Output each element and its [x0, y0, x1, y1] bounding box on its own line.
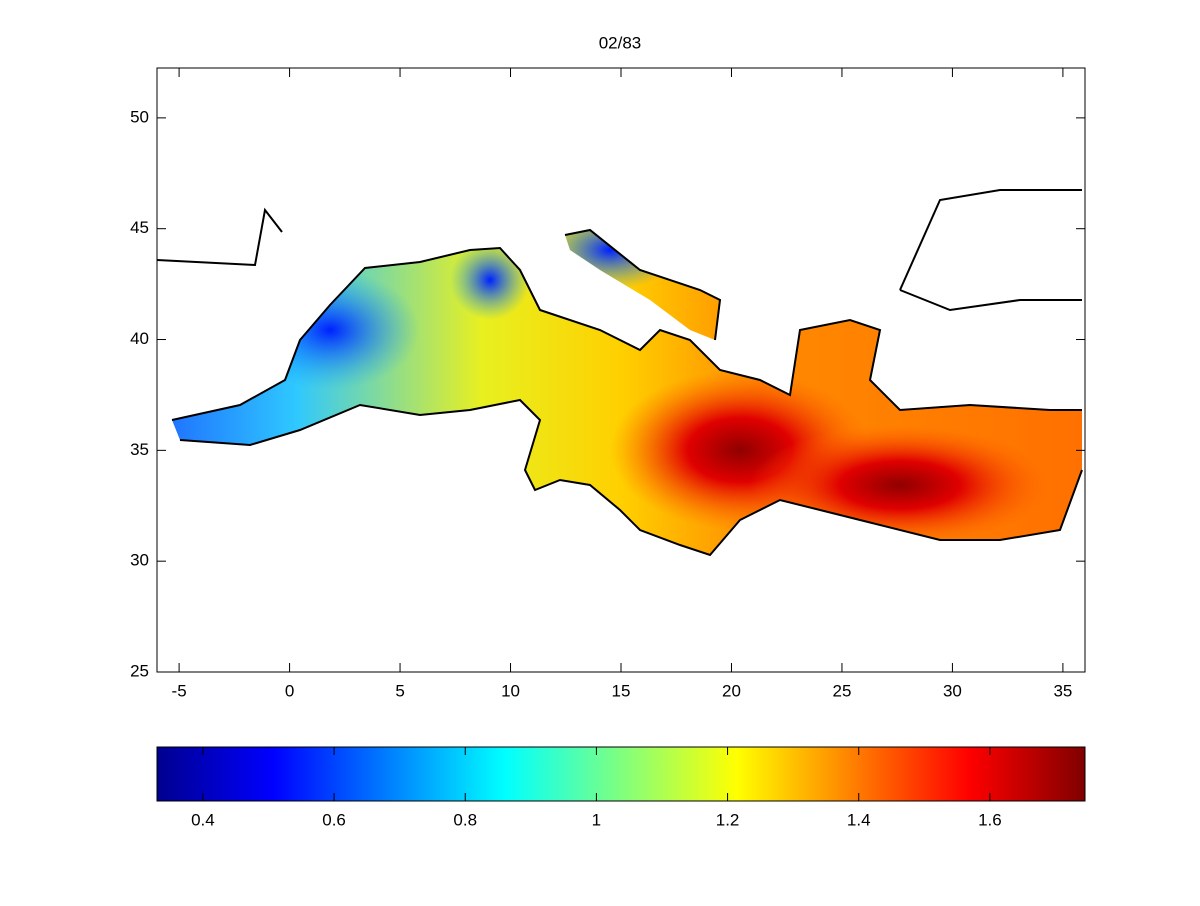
y-tick-label: 35: [130, 440, 149, 459]
colorbar-tick-label: 1: [592, 810, 601, 829]
y-tick-label: 30: [130, 551, 149, 570]
colorbar-tick-label: 0.6: [322, 810, 346, 829]
x-tick-label: 35: [1053, 681, 1072, 700]
colorbar-tick-label: 0.8: [453, 810, 477, 829]
colorbar-tick-label: 1.4: [847, 810, 871, 829]
sea-field: [172, 230, 1082, 555]
colorbar-tick-label: 1.2: [716, 810, 740, 829]
y-tick-label: 25: [130, 661, 149, 680]
y-tick-label: 45: [130, 218, 149, 237]
x-tick-label: 25: [832, 681, 851, 700]
colorbar-tick-label: 1.6: [978, 810, 1002, 829]
x-tick-label: 10: [501, 681, 520, 700]
x-tick-label: 15: [612, 681, 631, 700]
x-tick-label: 20: [722, 681, 741, 700]
x-tick-label: 30: [943, 681, 962, 700]
x-tick-label: -5: [172, 681, 187, 700]
colorbar-tick-label: 0.4: [191, 810, 215, 829]
chart-title: 02/83: [599, 33, 642, 52]
x-tick-label: 5: [395, 681, 404, 700]
y-tick-label: 40: [130, 329, 149, 348]
x-tick-label: 0: [285, 681, 294, 700]
colorbar: [156, 746, 1086, 802]
y-tick-label: 50: [130, 107, 149, 126]
coastline: [156, 189, 1083, 557]
